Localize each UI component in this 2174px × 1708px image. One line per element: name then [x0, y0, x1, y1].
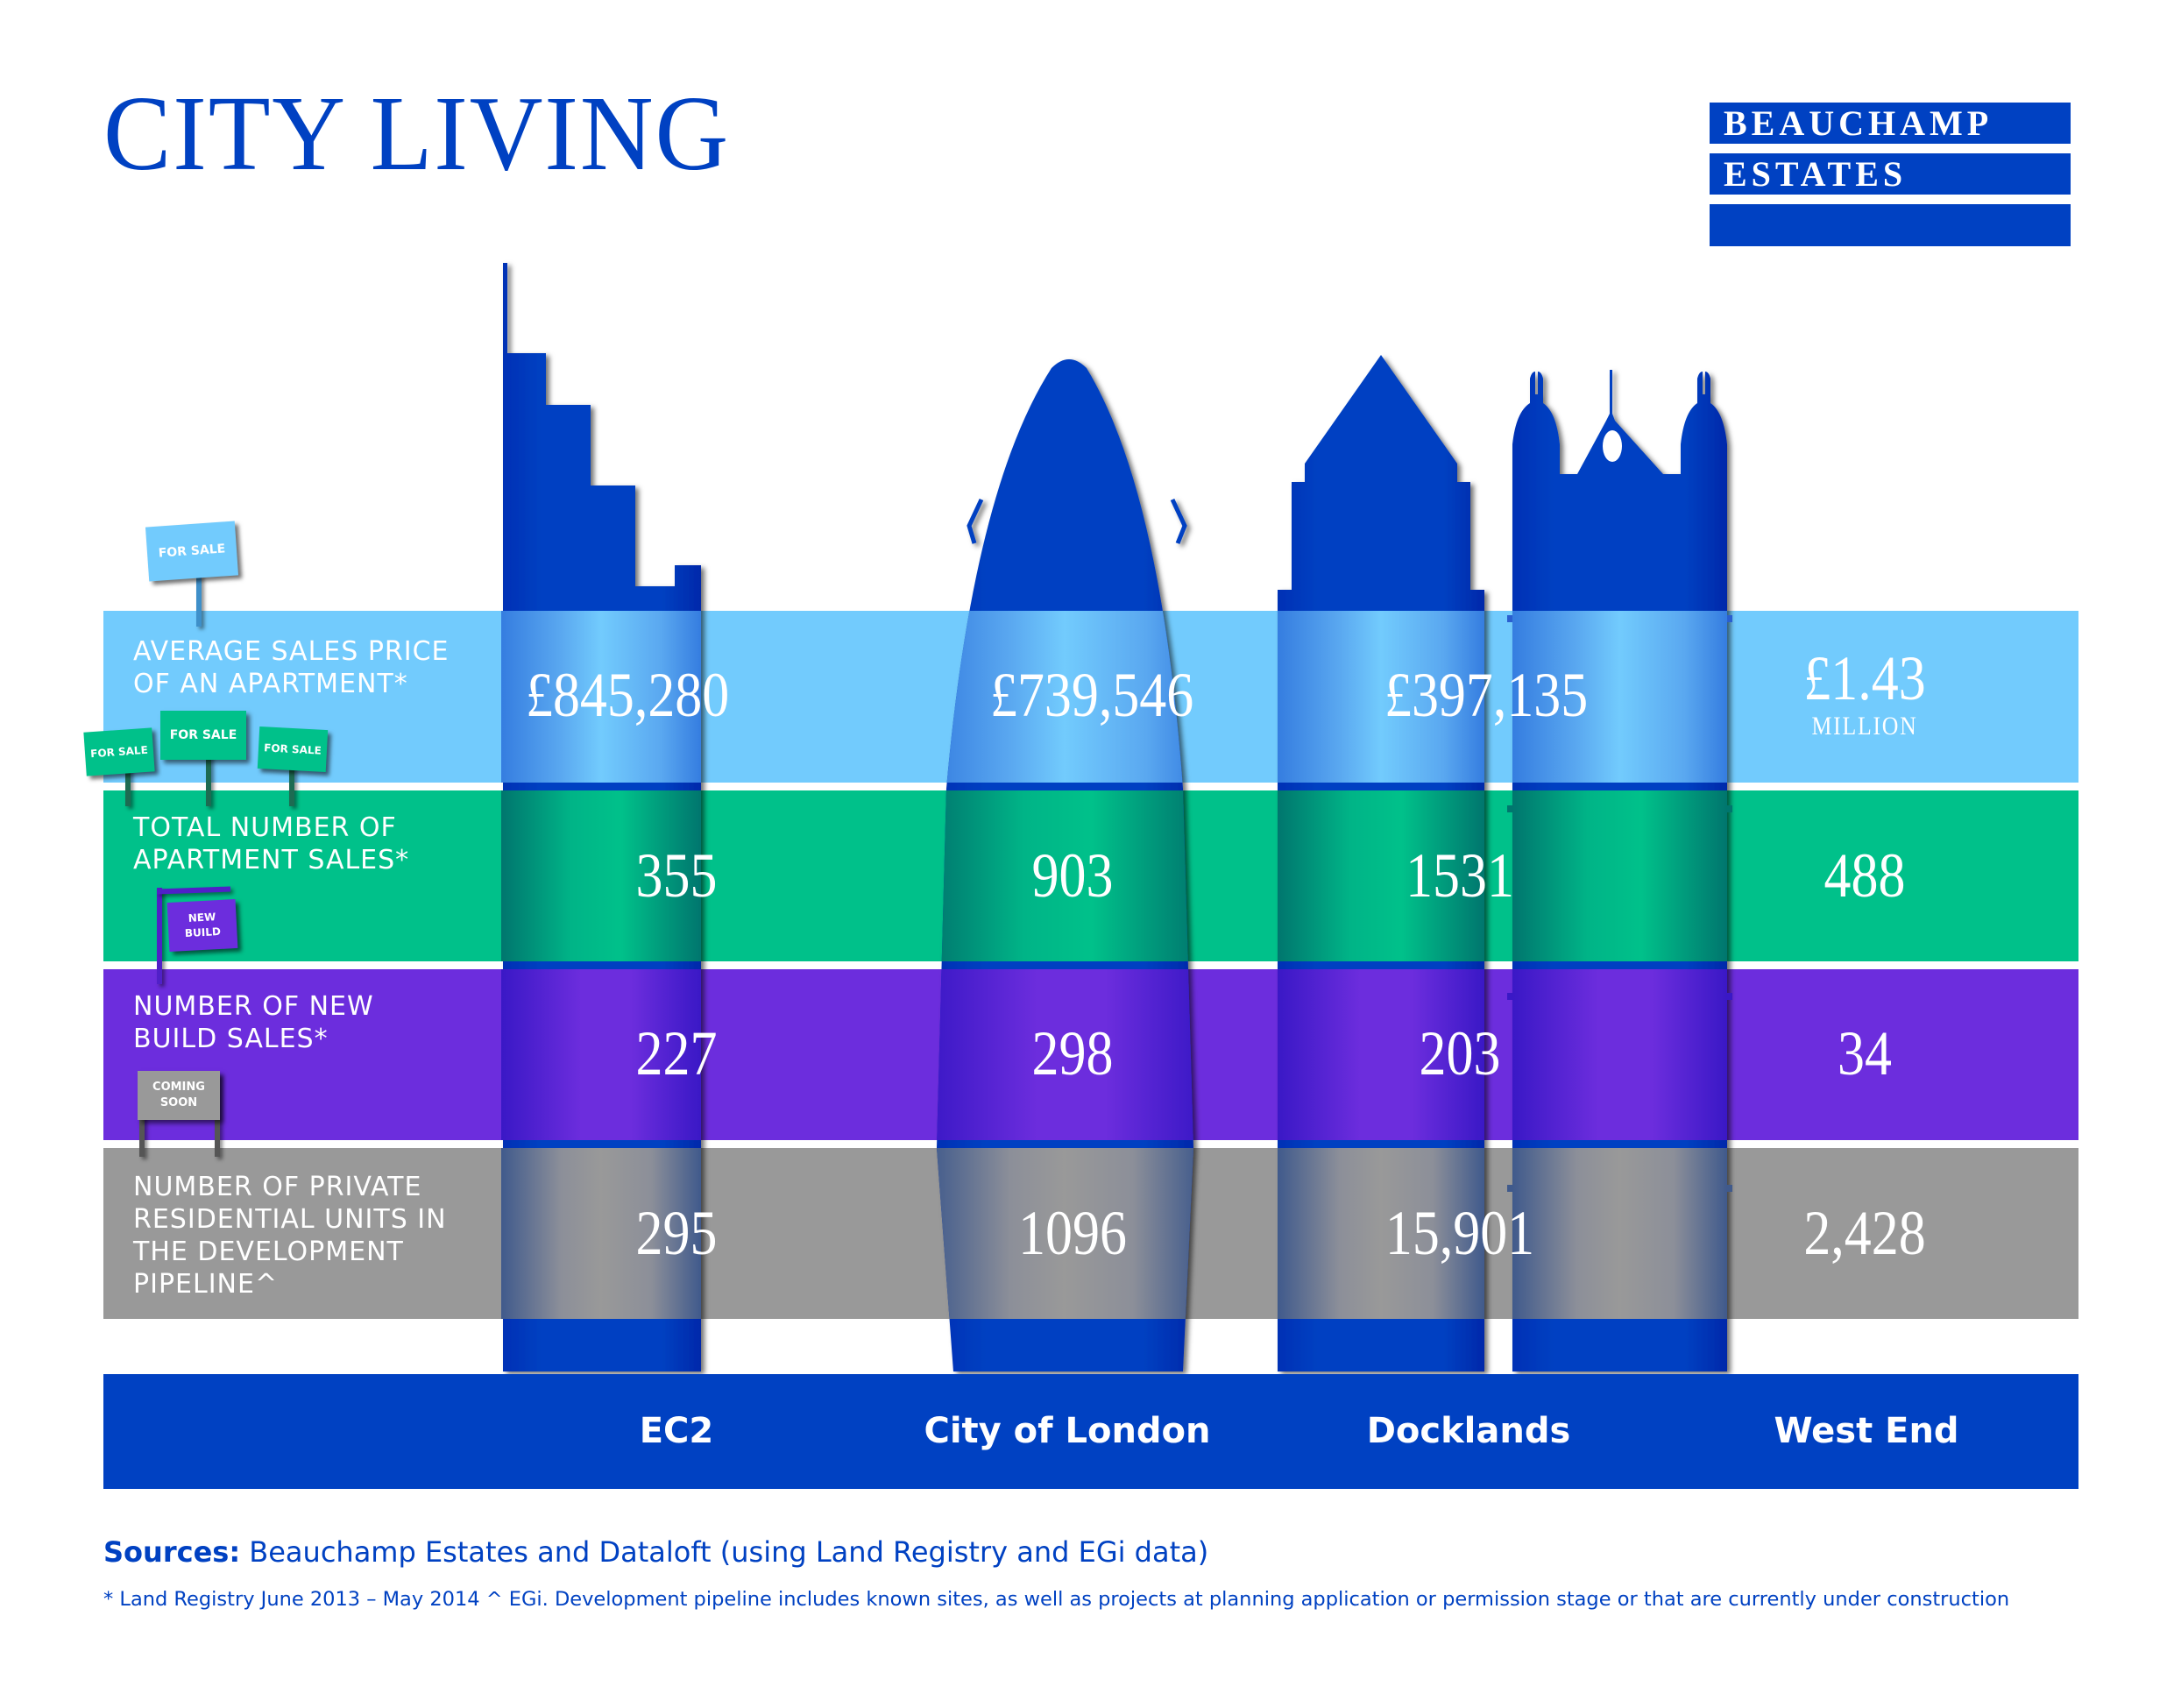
- value-text: 295: [635, 1198, 718, 1268]
- value-text: 15,901: [1384, 1198, 1535, 1268]
- value-text: 227: [635, 1018, 718, 1088]
- row-label-new-build-sales: NUMBER OF NEW BUILD SALES*: [133, 991, 374, 1054]
- cell-pipeline-docklands: 15,901: [1384, 1197, 1535, 1270]
- sign-post: [125, 761, 131, 806]
- value-text: 203: [1419, 1018, 1501, 1088]
- value-text: £845,280: [526, 660, 730, 730]
- building-band-overlays: [501, 611, 1732, 1319]
- beauchamp-estates-logo: BEAUCHAMP ESTATES: [1710, 103, 2071, 246]
- area-label-docklands: Docklands: [1366, 1411, 1571, 1451]
- cell-price-ec2: £845,280: [526, 659, 729, 732]
- logo-line-2: ESTATES: [1710, 153, 2071, 195]
- area-label-city-of-london: City of London: [924, 1411, 1211, 1451]
- sources-text: Beauchamp Estates and Dataloft (using La…: [240, 1535, 1209, 1569]
- cell-sales-city-of-london: 903: [997, 840, 1148, 912]
- cell-newbuild-docklands: 203: [1384, 1017, 1535, 1090]
- value-text: 355: [635, 840, 718, 911]
- value-text: £397,135: [1384, 660, 1589, 730]
- cell-price-docklands: £397,135: [1384, 659, 1588, 732]
- coming-soon-sign: COMING SOON: [138, 1071, 220, 1120]
- footnote: * Land Registry June 2013 – May 2014 ^ E…: [103, 1588, 2010, 1611]
- sign-post: [206, 752, 211, 806]
- cell-sales-west-end: 488: [1789, 840, 1940, 912]
- value-text: 903: [1031, 840, 1114, 911]
- value-unit: MILLION: [1811, 712, 1918, 741]
- row-label-average-price: AVERAGE SALES PRICE OF AN APARTMENT*: [133, 636, 450, 699]
- for-sale-sign-green-2: FOR SALE: [160, 711, 246, 760]
- cell-newbuild-city-of-london: 298: [997, 1017, 1148, 1090]
- value-text: £739,546: [990, 660, 1194, 730]
- cell-sales-ec2: 355: [601, 840, 752, 912]
- cell-newbuild-west-end: 34: [1789, 1017, 1940, 1090]
- cell-pipeline-ec2: 295: [601, 1197, 752, 1270]
- sources-line: Sources: Beauchamp Estates and Dataloft …: [103, 1535, 1208, 1569]
- value-text: 488: [1823, 840, 1906, 911]
- cell-pipeline-city-of-london: 1096: [997, 1197, 1148, 1270]
- value-text: 298: [1031, 1018, 1114, 1088]
- cell-price-west-end: £1.43 MILLION: [1789, 642, 1940, 741]
- area-label-west-end: West End: [1774, 1411, 1959, 1451]
- row-label-pipeline: NUMBER OF PRIVATE RESIDENTIAL UNITS IN T…: [133, 1172, 447, 1300]
- cell-sales-docklands: 1531: [1384, 840, 1535, 912]
- logo-bar-blank: [1710, 204, 2071, 246]
- cell-price-city-of-london: £739,546: [990, 659, 1193, 732]
- for-sale-sign-blue: FOR SALE: [145, 521, 239, 582]
- logo-line-1: BEAUCHAMP: [1710, 103, 2071, 144]
- cell-newbuild-ec2: 227: [601, 1017, 752, 1090]
- area-label-bar: [103, 1374, 2078, 1489]
- value-text: 34: [1838, 1018, 1892, 1088]
- sources-label: Sources:: [103, 1535, 241, 1569]
- new-build-sign: NEW BUILD: [166, 898, 238, 953]
- value-text: £1.43: [1803, 643, 1926, 713]
- for-sale-sign-green-3: FOR SALE: [257, 726, 329, 773]
- value-text: 1096: [1018, 1198, 1127, 1268]
- for-sale-sign-green-1: FOR SALE: [83, 727, 155, 776]
- sign-post: [289, 761, 294, 806]
- page-title: CITY LIVING: [103, 74, 731, 193]
- row-label-total-sales: TOTAL NUMBER OF APARTMENT SALES*: [133, 812, 410, 875]
- sign-post: [157, 888, 162, 984]
- area-label-ec2: EC2: [639, 1411, 714, 1451]
- cell-pipeline-west-end: 2,428: [1789, 1197, 1940, 1270]
- value-text: 2,428: [1803, 1198, 1926, 1268]
- sign-post: [196, 574, 202, 627]
- value-text: 1531: [1406, 840, 1514, 911]
